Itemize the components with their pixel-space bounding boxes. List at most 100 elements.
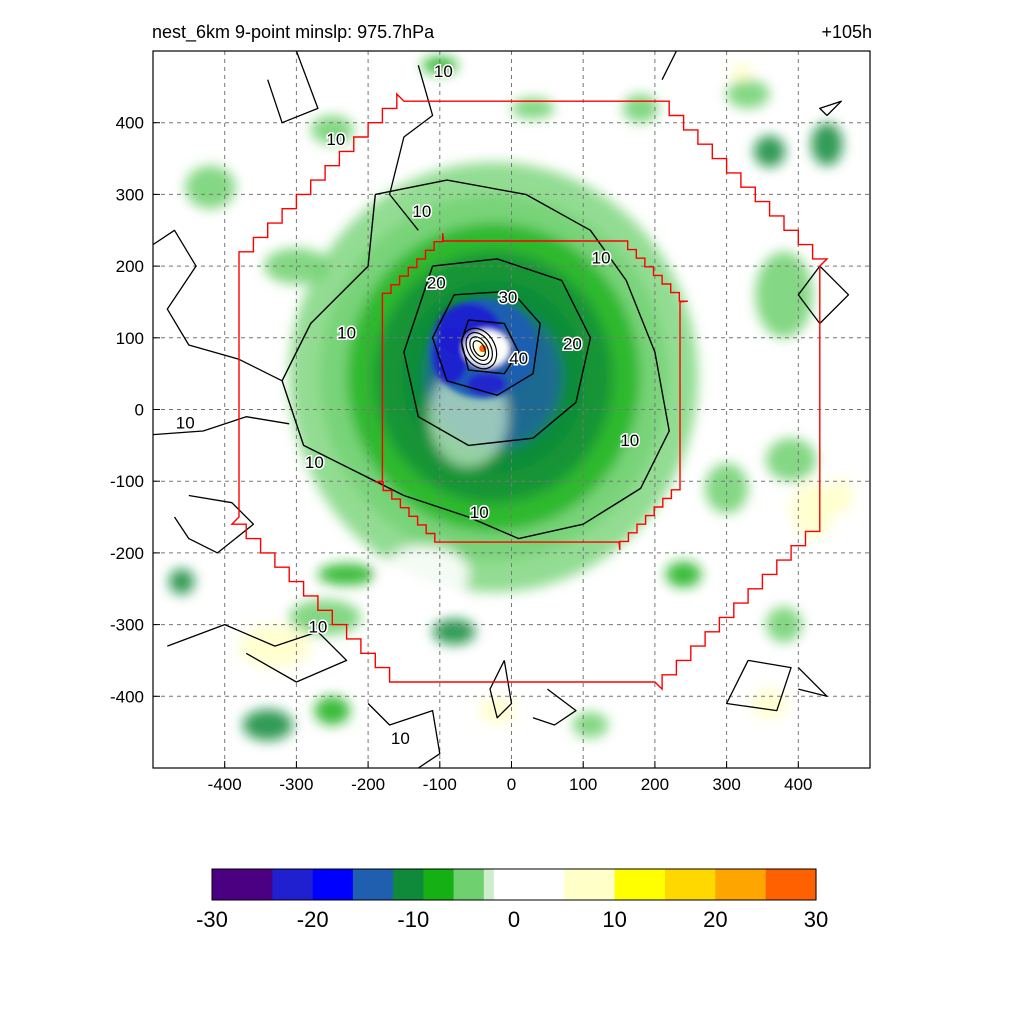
x-tick-label: -200	[351, 775, 385, 794]
colorbar-segment	[212, 869, 223, 900]
contour-label: 20	[427, 274, 446, 293]
contour-line	[819, 100, 842, 116]
field-patch	[317, 563, 376, 586]
colorbar-segment	[594, 869, 606, 900]
colorbar-segment	[675, 869, 686, 900]
colorbar-segment	[604, 869, 616, 900]
y-tick-label: 300	[116, 185, 144, 204]
contour-line	[153, 416, 290, 436]
contour-label: 10	[326, 130, 345, 149]
x-tick-label: 100	[569, 775, 597, 794]
field-patch	[572, 712, 609, 738]
contour-core	[472, 340, 486, 358]
colorbar-segment	[755, 869, 767, 900]
colorbar-segment	[665, 869, 676, 900]
colorbar-segment	[564, 869, 575, 900]
colorbar-segment	[493, 869, 505, 900]
colorbar-segment	[614, 869, 626, 900]
field-patch	[242, 709, 293, 741]
colorbar-tick-label: 20	[703, 907, 727, 932]
contour-line	[460, 319, 520, 375]
contour-label: 10	[592, 248, 611, 267]
colorbar-segment	[765, 869, 777, 900]
contour-line	[661, 51, 677, 80]
colorbar-segment	[443, 869, 455, 900]
forecast-hour-label: +105h	[821, 22, 872, 42]
contour-line	[367, 703, 441, 768]
colorbar-segment	[705, 869, 716, 900]
contour-label: 30	[498, 288, 517, 307]
field-patch	[766, 606, 802, 643]
colorbar-segment	[805, 869, 817, 900]
contour-line	[489, 660, 513, 719]
colorbar-segment	[282, 869, 294, 900]
colorbar-segment	[534, 869, 545, 900]
contour-label: 10	[620, 431, 639, 450]
y-tick-label: 200	[116, 257, 144, 276]
x-tick-label: 0	[507, 775, 516, 794]
colorbar-segment	[473, 869, 485, 900]
y-tick-label: -300	[110, 616, 144, 635]
chart-title: nest_6km 9-point minslp: 975.7hPa	[152, 22, 435, 42]
colorbar-segment	[554, 869, 565, 900]
contour-line	[797, 667, 828, 697]
colorbar-segment	[373, 869, 384, 900]
colorbar-segment	[544, 869, 555, 900]
colorbar-segment	[433, 869, 445, 900]
field-patch	[755, 251, 813, 338]
colorbar-tick-label: -10	[397, 907, 429, 932]
colorbar-tick-label: -20	[297, 907, 329, 932]
nest-boundary	[230, 92, 829, 691]
field-patch	[264, 248, 329, 285]
field-patch	[479, 697, 516, 724]
field-patch	[432, 618, 476, 645]
colorbar-segment	[514, 869, 525, 900]
x-tick-label: 400	[784, 775, 812, 794]
colorbar-segment	[775, 869, 787, 900]
contour-line	[173, 494, 255, 554]
contour-label: 10	[176, 413, 195, 432]
colorbar-segment	[302, 869, 314, 900]
y-axis: -400 -300 -200 -100 0 100 200 300 400	[110, 114, 160, 706]
contour-line	[532, 688, 577, 726]
y-tick-label: 100	[116, 329, 144, 348]
field-patch	[730, 63, 752, 82]
field-patch	[314, 696, 351, 725]
colorbar-segment	[634, 869, 646, 900]
contour-core	[461, 327, 498, 370]
colorbar-segment	[795, 869, 807, 900]
nest-boundary	[374, 233, 688, 551]
colorbar-segment	[624, 869, 636, 900]
colorbar-segment	[252, 869, 263, 900]
contour-label: 40	[509, 349, 528, 368]
core-blue-2	[432, 327, 469, 385]
contour-label: 10	[337, 324, 356, 343]
colorbar-tick-label: 10	[602, 907, 626, 932]
colorbar-frame	[211, 868, 817, 901]
colorbar-segment	[735, 869, 747, 900]
y-tick-label: 400	[116, 114, 144, 133]
colorbar-segment	[715, 869, 726, 900]
field-patch	[289, 599, 361, 636]
field-patch	[829, 477, 853, 514]
x-tick-label: 300	[712, 775, 740, 794]
colorbar-segment	[222, 869, 233, 900]
field-patch	[705, 463, 749, 514]
field-patch	[421, 56, 458, 74]
contour-line	[403, 258, 592, 447]
colorbar-segment	[312, 869, 324, 900]
colorbar-segment	[745, 869, 757, 900]
contour-line	[281, 179, 670, 540]
colorbar-segment	[383, 869, 394, 900]
colorbar-segment	[685, 869, 696, 900]
field-patch	[511, 97, 555, 120]
colorbar-tick-label: 30	[804, 907, 828, 932]
contour-line	[725, 659, 792, 712]
contour-label: 10	[470, 503, 489, 522]
colorbar-segment	[272, 869, 284, 900]
contour-label: 10	[412, 202, 431, 221]
colorbar-segment	[785, 869, 797, 900]
field-patch	[811, 122, 843, 166]
